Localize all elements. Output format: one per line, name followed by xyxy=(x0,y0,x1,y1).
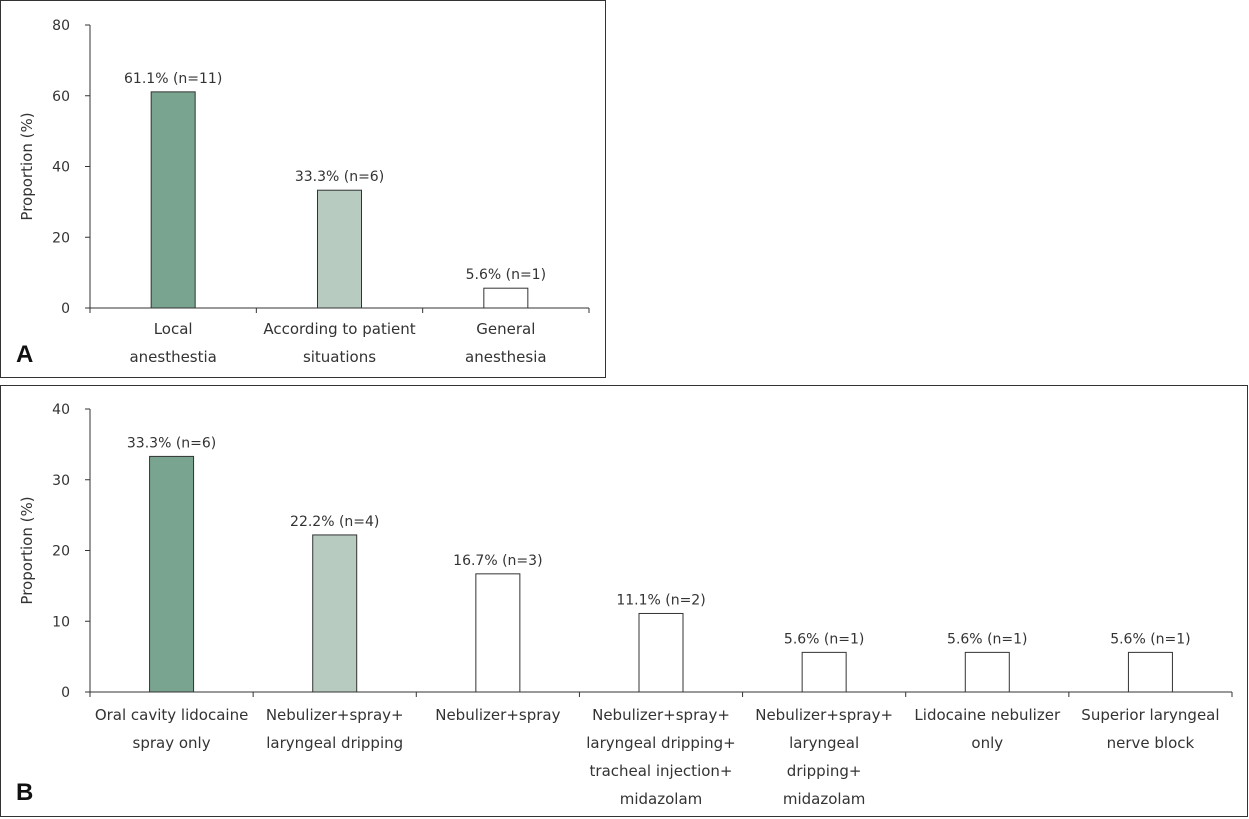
bar-2 xyxy=(317,189,362,309)
data-label: 33.3% (n=6) xyxy=(127,435,216,451)
data-label: 16.7% (n=3) xyxy=(453,553,542,569)
x-category-label: Nebulizer+spray+ xyxy=(755,706,893,724)
x-category-label: situations xyxy=(303,348,376,366)
y-tick-label: 40 xyxy=(52,160,70,176)
x-category-label: Local xyxy=(154,320,193,338)
x-category-label: Nebulizer+spray xyxy=(435,706,560,724)
x-category-label: Lidocaine nebulizer xyxy=(914,706,1061,724)
x-category-label: midazolam xyxy=(620,790,703,808)
x-category-label: anesthestia xyxy=(129,348,216,366)
x-category-label: dripping+ xyxy=(787,762,862,780)
chart-a-svg: 0 20 40 60 80 Proportion (%) 61.1% (n=11) Local… xyxy=(16,18,590,368)
y-axis-title: Proportion (%) xyxy=(18,496,36,604)
panel-label: A xyxy=(16,341,33,368)
y-tick-label: 60 xyxy=(52,89,70,105)
bar-3 xyxy=(483,287,529,309)
y-tick-label: 80 xyxy=(52,18,70,34)
y-axis-title: Proportion (%) xyxy=(18,112,36,220)
x-category-label: nerve block xyxy=(1107,734,1195,752)
data-label: 61.1% (n=11) xyxy=(124,71,222,87)
y-tick-label: 40 xyxy=(52,402,70,418)
y-tick-label: 20 xyxy=(52,230,70,246)
chart-panel-a: 0 20 40 60 80 Proportion (%) 61.1% (n=11) Local… xyxy=(0,0,606,378)
y-tick-label: 30 xyxy=(52,473,70,489)
x-category-label: only xyxy=(971,734,1003,752)
data-label: 5.6% (n=1) xyxy=(1110,631,1190,647)
x-category-label: laryngeal xyxy=(789,734,859,752)
chart-panel-b: 0 10 20 30 40 Proportion (%) 33.3% (n=6) Oral c… xyxy=(0,385,1248,817)
y-tick-label: 0 xyxy=(61,685,70,701)
data-label: 11.1% (n=2) xyxy=(616,592,705,608)
x-category-label: Nebulizer+spray+ xyxy=(592,706,730,724)
bar-5 xyxy=(801,651,847,693)
x-category-label: Nebulizer+spray+ xyxy=(266,706,404,724)
x-category-label: laryngeal dripping xyxy=(266,734,403,752)
x-category-label: According to patient xyxy=(263,320,415,338)
x-category-label: General xyxy=(476,320,535,338)
data-label: 5.6% (n=1) xyxy=(947,631,1027,647)
y-tick-label: 20 xyxy=(52,544,70,560)
data-label: 5.6% (n=1) xyxy=(466,267,546,283)
bar-1 xyxy=(149,455,195,693)
x-category-label: spray only xyxy=(133,734,211,752)
x-category-label: Superior laryngeal xyxy=(1081,706,1219,724)
data-label: 22.2% (n=4) xyxy=(290,514,379,530)
bar-3 xyxy=(475,573,521,693)
x-category-label: Oral cavity lidocaine xyxy=(95,706,249,724)
x-category-label: laryngeal dripping+ xyxy=(586,734,735,752)
x-category-label: anesthesia xyxy=(465,348,547,366)
x-category-label: tracheal injection+ xyxy=(590,762,733,780)
bar-1 xyxy=(150,91,196,309)
panel-label: B xyxy=(16,779,33,806)
x-category-label: midazolam xyxy=(783,790,866,808)
chart-b-svg: 0 10 20 30 40 Proportion (%) 33.3% (n=6) Oral c… xyxy=(16,402,1233,808)
bar-4 xyxy=(638,612,684,693)
bar-2 xyxy=(312,534,358,693)
y-tick-label: 10 xyxy=(52,614,70,630)
bar-6 xyxy=(964,651,1010,693)
data-label: 5.6% (n=1) xyxy=(784,631,864,647)
y-tick-label: 0 xyxy=(61,301,70,317)
bar-7 xyxy=(1127,651,1173,693)
data-label: 33.3% (n=6) xyxy=(295,169,384,185)
